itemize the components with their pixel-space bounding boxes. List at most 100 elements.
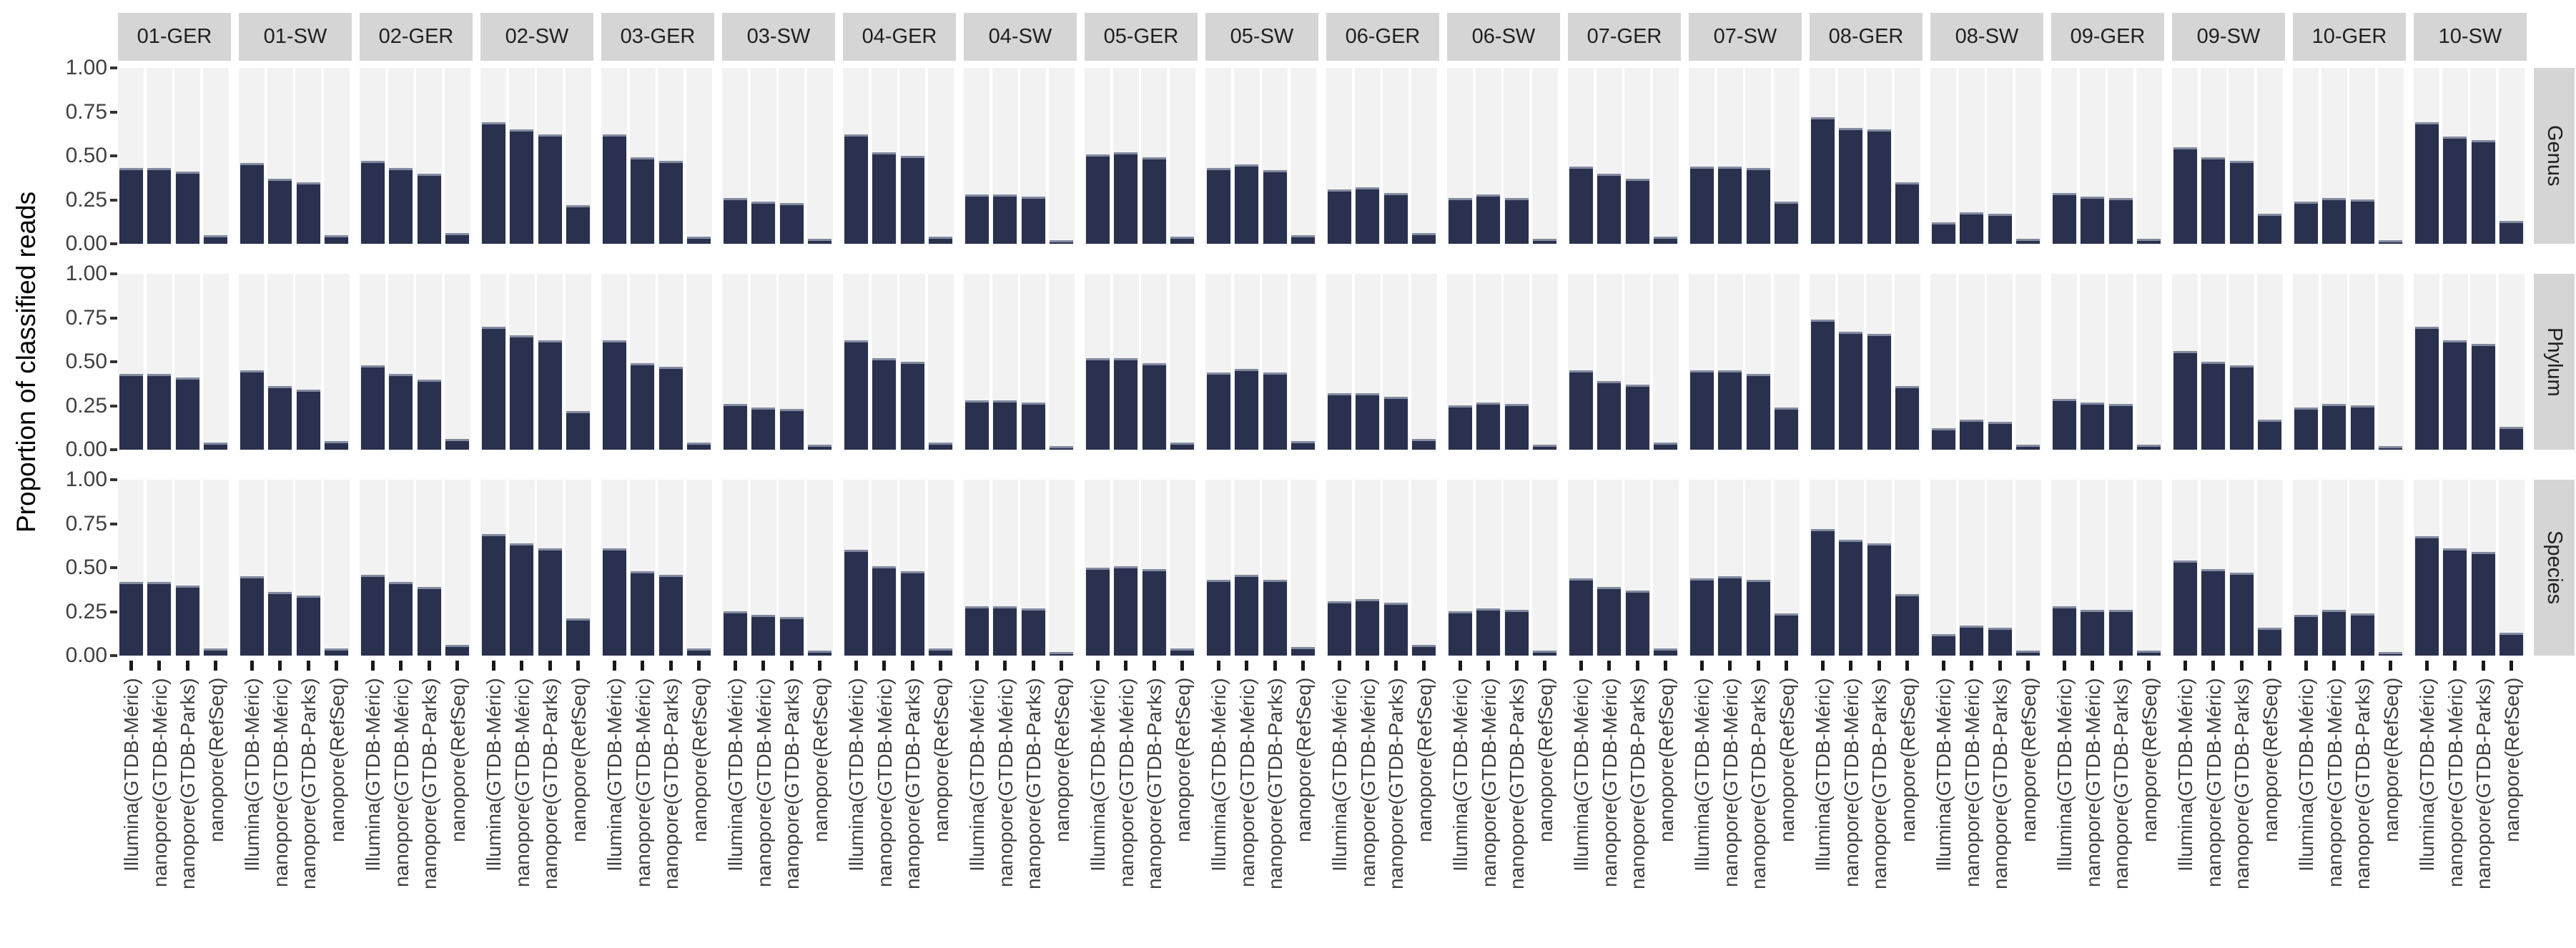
x-axis-label: Illumina(GTDB-Méric) bbox=[1570, 678, 1592, 872]
facet-column-strip-label: 09-GER bbox=[2070, 25, 2146, 48]
facet-column-strip-label: 06-GER bbox=[1345, 25, 1421, 48]
bar-05-SW-Genus bbox=[1206, 168, 1230, 244]
x-axis-label: nanopore(GTDB-Méric) bbox=[510, 678, 533, 887]
category-background-stripe bbox=[1290, 480, 1316, 656]
bar-03-GER-Genus bbox=[631, 157, 654, 244]
bar-08-SW-Species bbox=[2016, 651, 2040, 656]
bar-01-SW-Species bbox=[268, 592, 292, 656]
category-background-stripe bbox=[323, 274, 350, 450]
bar-05-SW-Genus bbox=[1263, 170, 1287, 244]
bar-04-SW-Species bbox=[993, 606, 1017, 656]
category-background-stripe bbox=[323, 68, 350, 244]
x-axis-label: Illumina(GTDB-Méric) bbox=[1933, 678, 1955, 872]
x-tick-mark bbox=[668, 661, 673, 671]
bar-04-SW-Phylum bbox=[1021, 403, 1045, 450]
x-axis-label: nanopore(GTDB-Parks) bbox=[902, 678, 924, 889]
x-tick-mark bbox=[2118, 661, 2123, 671]
x-axis-label: Illumina(GTDB-Méric) bbox=[724, 678, 746, 872]
category-background-stripe bbox=[2498, 68, 2525, 244]
x-axis-label: nanopore(RefSeq) bbox=[446, 678, 469, 843]
x-tick-mark bbox=[1728, 661, 1732, 671]
bar-09-SW-Phylum bbox=[2173, 351, 2197, 450]
y-tick-label: 0.75 bbox=[65, 99, 107, 124]
bar-02-GER-Phylum bbox=[417, 380, 441, 450]
bar-04-SW-Genus bbox=[964, 194, 989, 244]
x-axis-label: nanopore(RefSeq) bbox=[809, 678, 831, 843]
bar-09-GER-Species bbox=[2052, 606, 2076, 656]
facet-column-strip-label: 06-SW bbox=[1471, 25, 1536, 48]
x-axis-label: nanopore(GTDB-Méric) bbox=[631, 678, 654, 887]
x-axis-label: Illumina(GTDB-Méric) bbox=[2295, 678, 2317, 872]
bar-02-GER-Phylum bbox=[389, 374, 413, 450]
x-tick-mark bbox=[491, 661, 495, 671]
bar-01-SW-Phylum bbox=[268, 386, 292, 450]
x-tick-mark bbox=[520, 661, 523, 671]
bar-06-GER-Genus bbox=[1356, 187, 1379, 244]
facet-panel bbox=[2172, 68, 2285, 244]
y-tick-mark bbox=[110, 242, 117, 245]
bar-05-GER-Genus bbox=[1170, 237, 1194, 244]
category-background-stripe bbox=[2377, 68, 2404, 244]
facet-column-strip-label: 10-SW bbox=[2438, 25, 2502, 48]
bar-03-SW-Species bbox=[779, 617, 804, 656]
y-tick-label: 0.25 bbox=[65, 599, 107, 623]
bar-04-GER-Species bbox=[929, 648, 952, 656]
bar-07-SW-Phylum bbox=[1718, 370, 1742, 450]
x-tick-mark bbox=[854, 661, 858, 671]
bar-03-SW-Phylum bbox=[779, 409, 804, 450]
facet-column-strip-label: 08-SW bbox=[1955, 25, 2019, 48]
bar-04-SW-Phylum bbox=[964, 400, 989, 450]
bar-05-SW-Phylum bbox=[1291, 441, 1315, 450]
x-tick-mark bbox=[335, 661, 338, 671]
y-tick-mark bbox=[110, 360, 117, 363]
facet-column-strip: 05-SW bbox=[1205, 13, 1318, 61]
x-tick-mark bbox=[939, 661, 942, 671]
bar-04-GER-Phylum bbox=[929, 443, 952, 450]
facet-panel bbox=[2172, 274, 2285, 450]
x-tick-mark bbox=[1635, 661, 1639, 671]
facet-panel bbox=[1326, 480, 1439, 656]
bar-09-GER-Phylum bbox=[2052, 399, 2076, 450]
x-tick-mark bbox=[1422, 661, 1426, 671]
bar-03-SW-Phylum bbox=[723, 404, 747, 450]
category-background-stripe bbox=[1169, 274, 1195, 450]
x-axis-label: nanopore(GTDB-Parks) bbox=[539, 678, 561, 889]
facet-row-strip: Phylum bbox=[2534, 274, 2575, 450]
facet-column-strip: 08-GER bbox=[1810, 13, 1923, 61]
x-tick-mark bbox=[1486, 661, 1490, 671]
x-tick-mark bbox=[2091, 661, 2094, 671]
y-tick-mark bbox=[110, 154, 117, 157]
bar-08-SW-Genus bbox=[2016, 239, 2040, 244]
bar-03-GER-Phylum bbox=[631, 363, 654, 450]
category-background-stripe bbox=[1652, 68, 1679, 244]
facet-column-strip: 07-GER bbox=[1568, 13, 1681, 61]
x-tick-mark bbox=[2183, 661, 2187, 671]
facet-panel bbox=[239, 274, 352, 450]
bar-07-SW-Genus bbox=[1718, 167, 1742, 244]
category-background-stripe bbox=[2136, 480, 2162, 656]
x-tick-mark bbox=[1216, 661, 1220, 671]
x-tick-mark bbox=[1941, 661, 1945, 671]
x-tick-mark bbox=[641, 661, 644, 671]
x-axis-label: Illumina(GTDB-Méric) bbox=[845, 678, 867, 872]
x-tick-mark bbox=[818, 661, 821, 671]
bar-06-SW-Phylum bbox=[1448, 405, 1472, 450]
x-tick-mark bbox=[2147, 661, 2151, 671]
bar-03-GER-Species bbox=[602, 548, 626, 656]
facet-panel bbox=[1326, 274, 1439, 450]
bar-05-GER-Phylum bbox=[1085, 358, 1110, 450]
facet-column-strip: 06-SW bbox=[1447, 13, 1560, 61]
bar-05-GER-Phylum bbox=[1170, 443, 1194, 450]
facet-column-strip: 02-GER bbox=[360, 13, 473, 61]
category-background-stripe bbox=[686, 274, 712, 450]
bar-10-GER-Genus bbox=[2322, 198, 2346, 244]
x-tick-mark bbox=[2268, 661, 2271, 671]
x-tick-mark bbox=[1579, 661, 1583, 671]
bar-04-GER-Genus bbox=[872, 152, 896, 244]
x-axis-label: nanopore(RefSeq) bbox=[688, 678, 711, 843]
bar-02-GER-Genus bbox=[417, 174, 441, 244]
bar-01-GER-Phylum bbox=[204, 443, 227, 450]
facet-panel bbox=[2414, 274, 2527, 450]
x-tick-mark bbox=[1785, 661, 1788, 671]
category-background-stripe bbox=[1531, 480, 1558, 656]
